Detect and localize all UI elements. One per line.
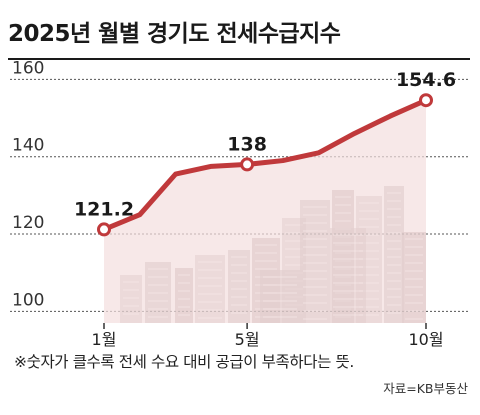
series-line	[101, 97, 429, 232]
chart-svg: 121.2 138 154.6 100 120 140 160 1월 5월 10월	[10, 58, 470, 349]
y-tick-120: 120	[12, 213, 44, 233]
grid-lines	[10, 78, 470, 312]
chart-title: 2025년 월별 경기도 전세수급지수	[8, 21, 341, 47]
y-tick-140: 140	[12, 136, 44, 156]
data-point-10	[419, 93, 433, 108]
data-label-1: 121.2	[74, 198, 134, 220]
line-path	[101, 97, 429, 232]
title-divider	[8, 58, 470, 60]
data-point-1	[97, 222, 111, 237]
data-labels: 121.2 138 154.6	[74, 69, 456, 220]
data-label-5: 138	[227, 133, 267, 155]
area-fill	[104, 100, 426, 323]
y-tick-160: 160	[12, 58, 44, 78]
data-label-10: 154.6	[396, 69, 456, 91]
x-tick-label: 5월	[235, 330, 260, 349]
data-point-5	[240, 157, 255, 172]
x-tick-label: 1월	[92, 330, 117, 349]
footnote: ※숫자가 클수록 전세 수요 대비 공급이 부족하다는 뜻.	[14, 353, 354, 371]
y-tick-100: 100	[12, 290, 44, 310]
data-points	[97, 93, 433, 237]
x-axis-ticks: 1월 5월 10월	[92, 323, 444, 349]
source-label: 자료=KB부동산	[383, 381, 468, 396]
series-area	[104, 100, 426, 323]
x-tick-label: 10월	[408, 330, 443, 349]
y-axis-ticks: 100 120 140 160	[12, 58, 44, 310]
